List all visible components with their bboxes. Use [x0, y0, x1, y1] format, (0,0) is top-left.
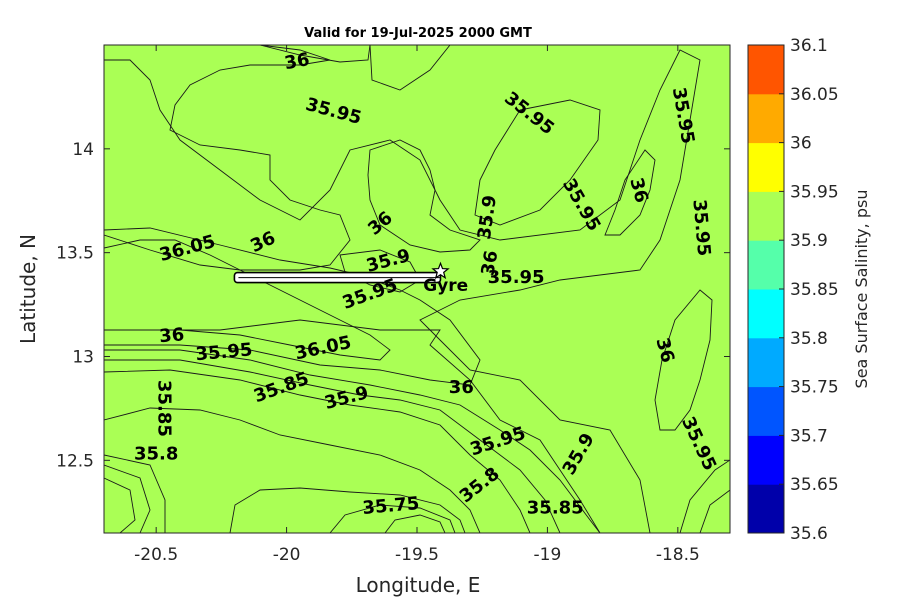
x-tick-label: -20.5: [134, 545, 178, 565]
colorbar-segment: [748, 142, 784, 192]
x-axis-ticks: -20.5 -20 -19.5 -19 -18.5: [134, 45, 700, 565]
x-tick-label: -19: [534, 545, 562, 565]
y-tick-label: 12.5: [56, 451, 94, 471]
contour-label: 35.85: [527, 498, 584, 519]
colorbar-segment: [748, 337, 784, 388]
contour-label: 35.75: [362, 493, 421, 519]
contour-label: 36: [478, 249, 503, 277]
gyre-annotation: Gyre: [423, 276, 468, 296]
colorbar-tick-label: 36: [790, 134, 812, 154]
band-35.9-35.95-south: [104, 349, 601, 533]
band-35.85-35.9-southwest: [104, 464, 151, 533]
x-tick-label: -18.5: [656, 545, 700, 565]
band-36-36.05-north: [259, 45, 371, 63]
band-35.95-36: [104, 45, 730, 533]
colorbar-tick-label: 35.75: [790, 378, 839, 398]
x-tick-label: -20: [273, 545, 301, 565]
contour-label: 36: [283, 49, 311, 74]
contour-label: 35.8: [134, 444, 178, 465]
colorbar-tick-label: 36.1: [790, 36, 828, 56]
colorbar-segment: [748, 435, 784, 485]
band-35.8-35.85-southwest: [104, 454, 166, 533]
contour-label: 36: [449, 377, 474, 398]
contour-label: 36: [158, 324, 185, 347]
colorbar-segment: [748, 93, 784, 144]
colorbar-segment: [748, 289, 784, 339]
y-axis-label: Latitude, N: [16, 234, 40, 344]
colorbar-segment: [748, 191, 784, 241]
colorbar-segment: [748, 240, 784, 290]
band-36-36.05-southeast-lens: [654, 289, 713, 431]
band-35.9-35.95-southwest: [104, 477, 136, 533]
colorbar-tick-label: 35.7: [790, 426, 828, 446]
y-tick-label: 14: [72, 140, 94, 160]
colorbar-tick-label: 36.05: [790, 85, 839, 105]
band-35.7-35.75: [229, 487, 466, 533]
y-axis-ticks: 12.5 13 13.5 14: [56, 140, 730, 471]
band-35.85-35.9: [104, 359, 561, 533]
colorbar-tick-label: 35.9: [790, 231, 828, 251]
band-36.05-36.1: [104, 239, 391, 361]
band-35.8-35.85: [104, 369, 531, 533]
contour-label: 35.95: [688, 198, 714, 257]
contour-label: 35.95: [195, 339, 254, 365]
colorbar-tick-label: 35.65: [790, 475, 839, 495]
x-tick-label: -19.5: [395, 545, 439, 565]
band-36-36.05-center: [367, 139, 481, 253]
chart-title: Valid for 19-Jul-2025 2000 GMT: [304, 26, 532, 41]
contour-label: 35.95: [488, 267, 545, 288]
band-36-36.05-east-lens: [604, 149, 656, 236]
band-35.9-35.95-southeast: [679, 459, 730, 533]
x-axis-label: Longitude, E: [356, 573, 481, 597]
band-35.85-35.9-northeast: [474, 99, 601, 226]
colorbar: 35.6 35.65 35.7 35.75 35.8 35.85 35.9 35.95 36 36…: [747, 36, 839, 544]
colorbar-tick-label: 35.6: [790, 524, 828, 544]
colorbar-label: Sea Surface Salinity, psu: [852, 190, 871, 389]
band-35.9-35.95: [104, 45, 730, 533]
colorbar-tick-label: 35.85: [790, 280, 839, 300]
band-36-36.05-west: [104, 227, 481, 386]
colorbar-tick-label: 35.8: [790, 329, 828, 349]
y-tick-label: 13: [72, 347, 94, 367]
colorbar-segment: [748, 45, 784, 95]
contour-field: [104, 45, 730, 533]
colorbar-tick-label: 35.95: [790, 182, 839, 202]
gyre-star-marker: [431, 261, 450, 280]
band-35.85-35.9-southeast: [699, 489, 730, 533]
colorbar-segment: [748, 386, 784, 436]
y-tick-label: 13.5: [56, 244, 94, 264]
band-35.65-35.7: [329, 504, 456, 533]
band-35.6-35.65: [384, 514, 446, 533]
band-35.75-35.8: [104, 407, 481, 533]
colorbar-segment: [748, 484, 784, 534]
contour-label: 35.85: [153, 380, 174, 437]
